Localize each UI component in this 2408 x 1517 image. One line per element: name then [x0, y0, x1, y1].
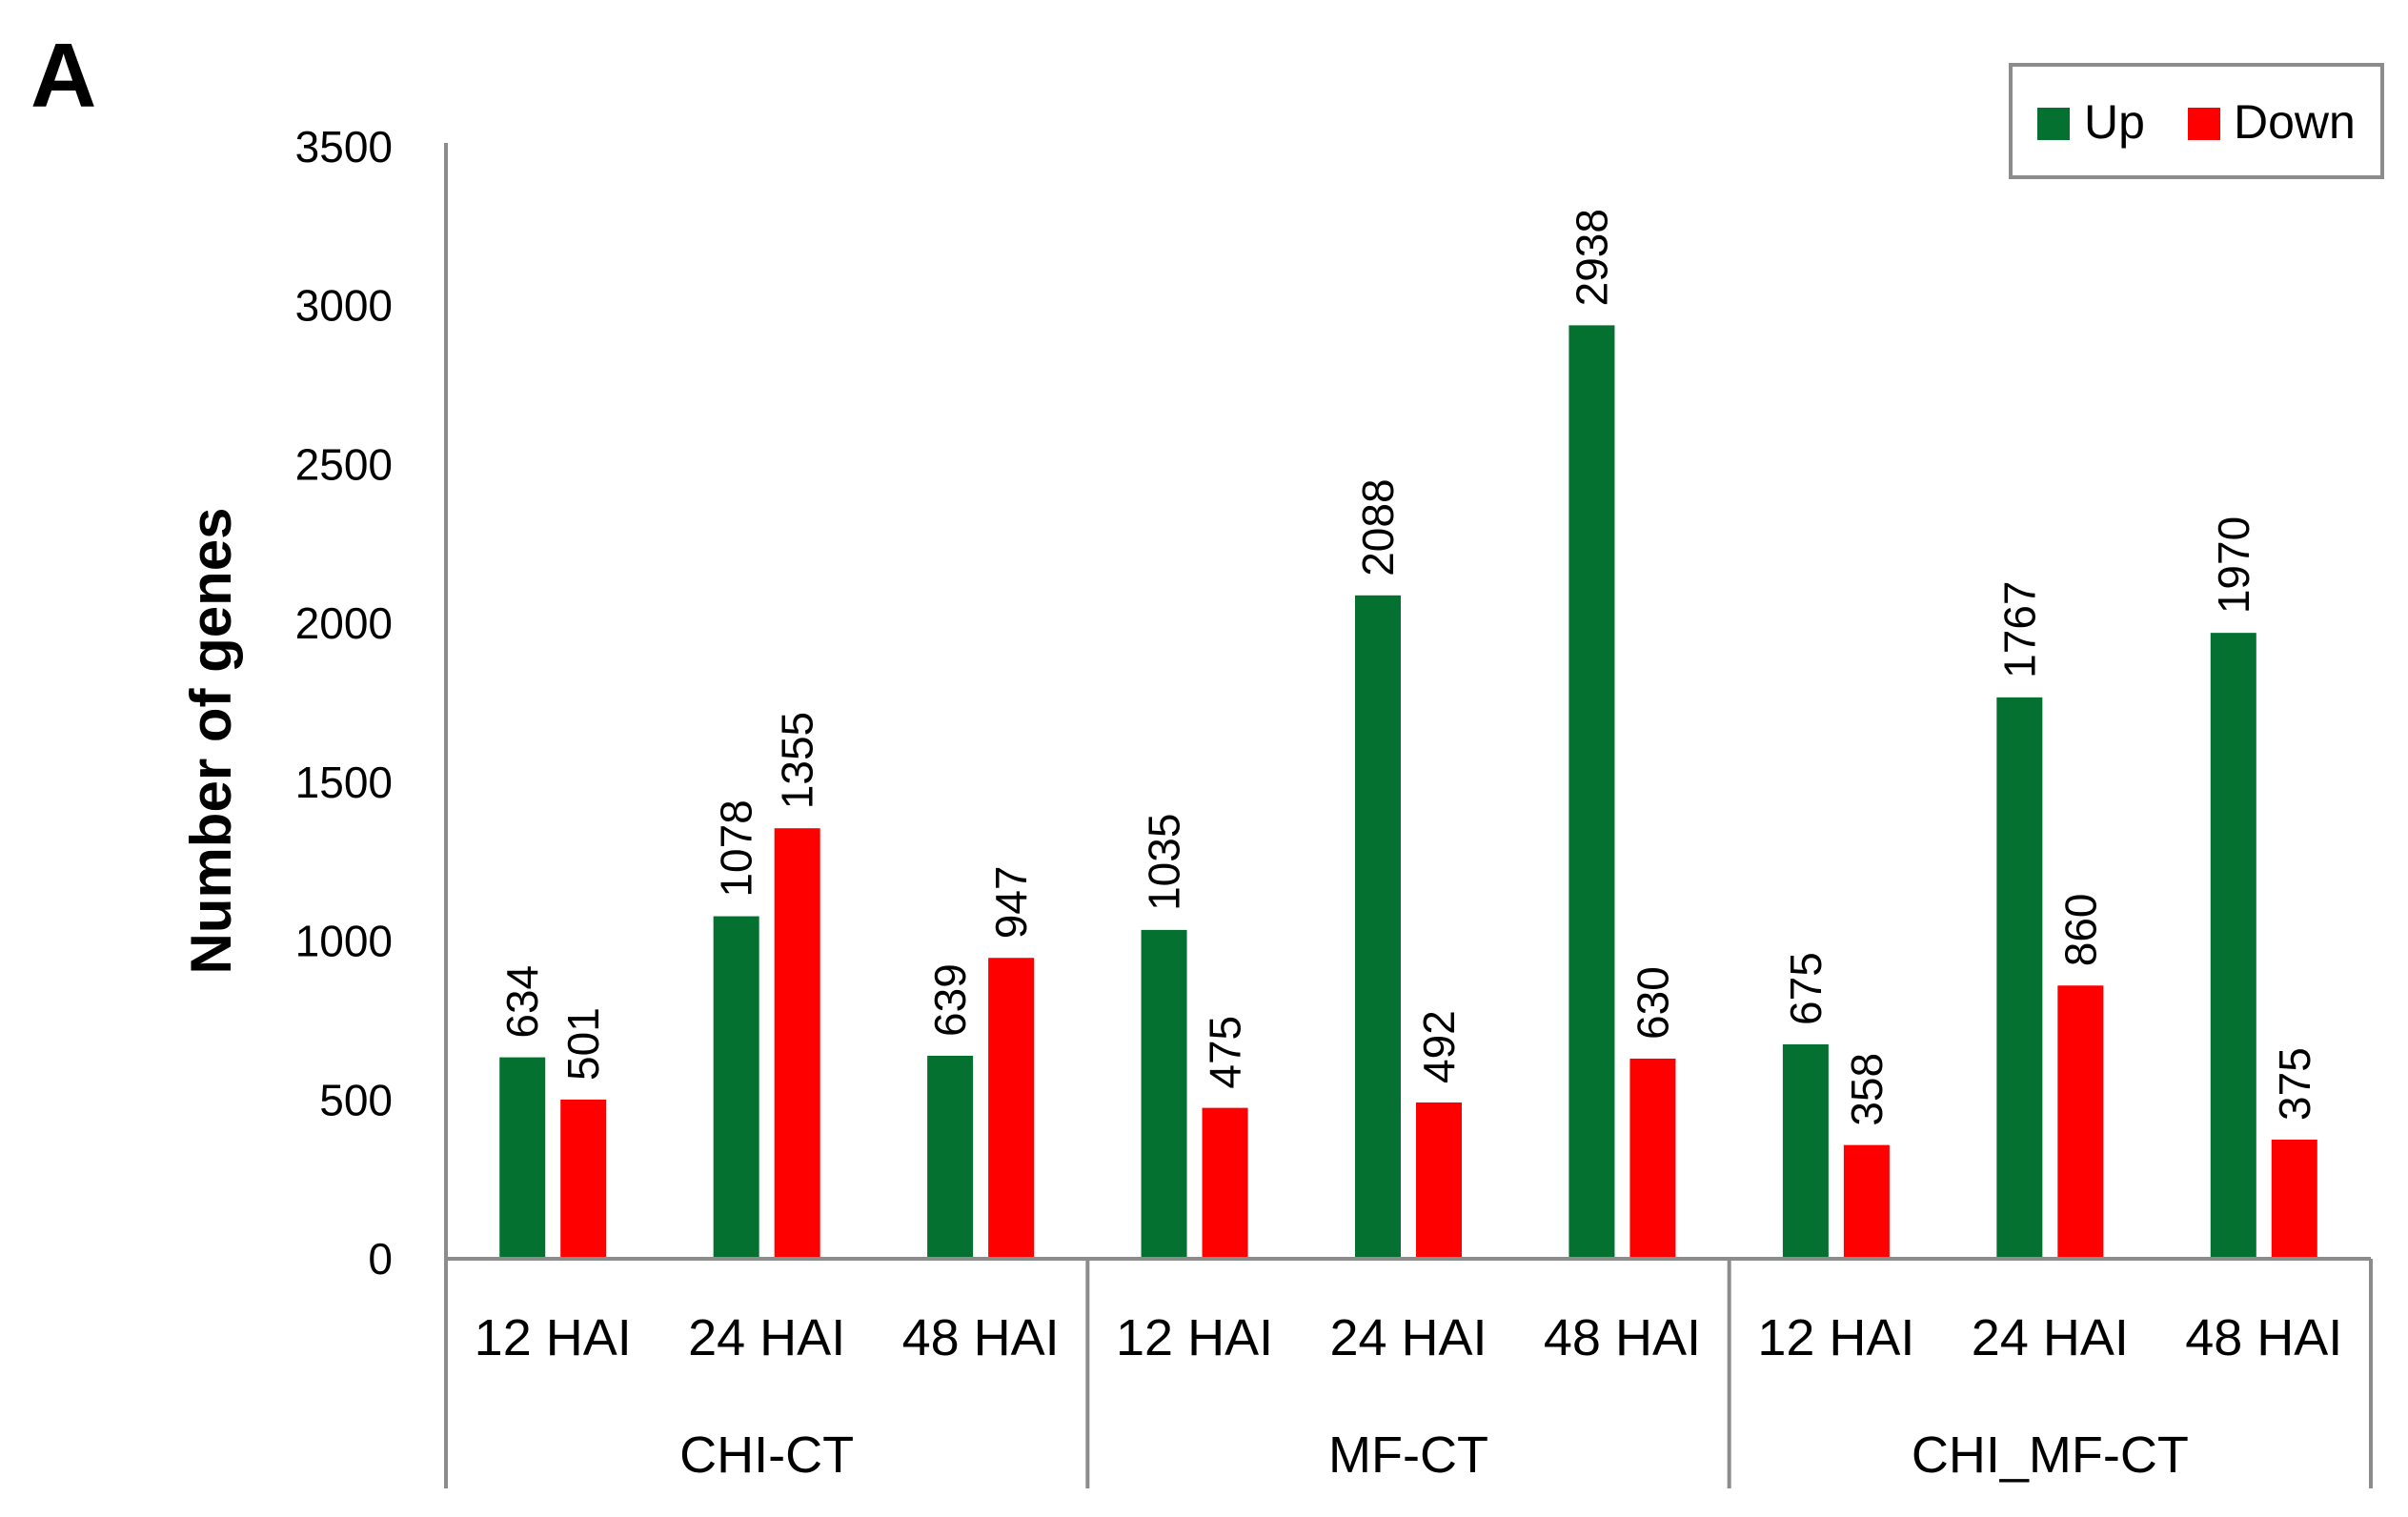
legend-swatch-down: [2188, 108, 2220, 140]
data-label-up: 639: [925, 963, 975, 1037]
x-tick-label: 24 HAI: [688, 1309, 845, 1366]
data-label-down: 492: [1414, 1010, 1464, 1083]
bar-up: [1568, 325, 1615, 1260]
bar-up: [1141, 929, 1187, 1259]
data-label-up: 675: [1781, 952, 1831, 1025]
data-label-down: 947: [986, 865, 1036, 939]
data-label-up: 1078: [712, 799, 761, 897]
x-tick-label: 12 HAI: [475, 1309, 632, 1366]
bar-up: [1355, 595, 1401, 1259]
legend-swatch-up: [2037, 108, 2070, 140]
data-label-up: 1035: [1140, 814, 1189, 911]
data-label-down: 375: [2270, 1047, 2319, 1121]
y-tick-label: 1500: [295, 758, 393, 807]
bars: [499, 325, 2317, 1260]
x-axis: 12 HAI 24 HAI 48 HAI 12 HAI 24 HAI 48 HAI 12 H…: [444, 1257, 2373, 1488]
y-tick-label: 2000: [295, 598, 393, 648]
data-label-up: 2938: [1567, 209, 1616, 306]
x-tick-label: 48 HAI: [902, 1309, 1060, 1366]
legend-label-up: Up: [2084, 95, 2145, 149]
data-label-up: 634: [497, 965, 547, 1039]
data-label-down: 501: [558, 1007, 608, 1081]
x-tick-label: 24 HAI: [1972, 1309, 2129, 1366]
bar-up: [1782, 1043, 1829, 1259]
x-tick-label: 48 HAI: [2185, 1309, 2342, 1366]
bar-up: [927, 1055, 974, 1259]
x-tick-label: 12 HAI: [1757, 1309, 1914, 1366]
bar-down: [560, 1099, 607, 1259]
group-label: CHI_MF-CT: [1912, 1426, 2189, 1484]
bar-up: [499, 1057, 546, 1259]
data-label-up: 2088: [1353, 478, 1403, 576]
data-label-down: 358: [1842, 1053, 1892, 1126]
y-tick-label: 2500: [295, 439, 393, 489]
y-tick-label: 0: [368, 1234, 393, 1284]
legend-label-down: Down: [2234, 95, 2356, 149]
data-label-down: 475: [1201, 1016, 1250, 1089]
y-tick-label: 3500: [295, 122, 393, 172]
y-tick-label: 1000: [295, 917, 393, 966]
legend: Up Down: [2009, 63, 2384, 179]
y-tick-label: 3000: [295, 281, 393, 331]
y-tick-label: 500: [319, 1075, 393, 1124]
data-label-down: 1355: [773, 712, 822, 809]
bar-down: [1416, 1102, 1462, 1259]
group-label: MF-CT: [1328, 1426, 1488, 1484]
bar-up: [713, 916, 759, 1259]
panel-letter: A: [30, 25, 96, 127]
bar-down: [2057, 985, 2104, 1259]
data-label-up: 1970: [2209, 516, 2258, 614]
bar-down: [774, 828, 820, 1259]
bar-down: [2271, 1139, 2317, 1259]
bar-down: [1629, 1058, 1676, 1259]
bar-down: [1202, 1107, 1248, 1259]
bar-up: [2210, 633, 2256, 1259]
bar-up: [1996, 697, 2043, 1259]
y-axis: 0 500 1000 1500 2000 2500 3000 3500: [295, 122, 448, 1284]
data-label-down: 860: [2055, 894, 2105, 967]
group-label: CHI-CT: [679, 1426, 854, 1484]
x-tick-label: 24 HAI: [1329, 1309, 1487, 1366]
x-tick-label: 48 HAI: [1544, 1309, 1701, 1366]
y-axis-label: Number of genes: [179, 507, 243, 974]
data-label-down: 630: [1628, 966, 1677, 1040]
x-tick-label: 12 HAI: [1116, 1309, 1273, 1366]
data-label-up: 1767: [1994, 580, 2044, 678]
bar-down: [1843, 1144, 1890, 1259]
bar-down: [988, 958, 1035, 1259]
